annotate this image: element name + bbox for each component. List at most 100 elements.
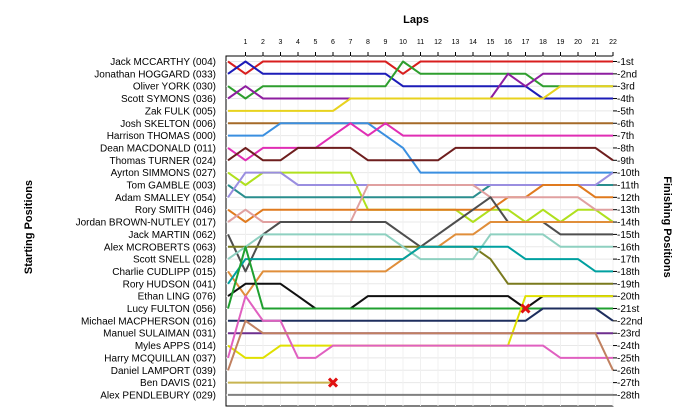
driver-label: Charlie CUDLIPP (015) [112, 267, 216, 278]
series-lines [227, 60, 614, 396]
series-line [228, 85, 613, 112]
finish-position-label: -27th [617, 378, 640, 389]
driver-label: Josh SKELTON (006) [120, 119, 216, 130]
lap-tick-label: 13 [452, 39, 460, 46]
driver-label: Jack MCCARTHY (004) [110, 57, 216, 68]
lap-tick-label: 15 [487, 39, 495, 46]
finish-position-label: -15th [617, 230, 640, 241]
retirement-marker [520, 303, 531, 314]
y-axis-title-right: Finishing Positions [661, 176, 673, 277]
lap-tick-label: 11 [417, 39, 424, 46]
finish-position-label: -10th [617, 168, 640, 179]
series-line [227, 295, 613, 359]
driver-label: Alex PENDLEBURY (029) [100, 390, 216, 401]
series-line [228, 307, 614, 322]
series-line [227, 319, 614, 371]
driver-label: Scott SYMONS (036) [121, 94, 216, 105]
driver-label: Ben DAVIS (021) [140, 378, 216, 389]
driver-label: Scott SNELL (028) [133, 255, 216, 266]
lap-tick-label: 10 [399, 39, 407, 46]
series-line [227, 122, 613, 162]
finish-position-label: -13th [617, 205, 640, 216]
driver-label: Alex MCROBERTS (063) [104, 242, 216, 253]
driver-label: Jonathan HOGGARD (033) [94, 69, 216, 80]
lap-tick-label: 16 [504, 39, 512, 46]
driver-label: Ethan LING (076) [138, 292, 216, 303]
lap-tick-label: 1 [244, 39, 248, 46]
series-line [227, 146, 614, 162]
finish-position-label: -9th [617, 156, 634, 167]
driver-label: Rory SMITH (046) [135, 205, 216, 216]
driver-label: Oliver YORK (030) [133, 82, 216, 93]
finish-labels: -1st-2nd -3rd-4th-5th -6th-7th-8th -9th-10t… [613, 57, 643, 401]
lap-tick-label: 22 [609, 39, 617, 46]
driver-label: Jack MARTIN (062) [128, 230, 216, 241]
driver-label: Adam SMALLEY (054) [115, 193, 216, 204]
driver-label: Harrison THOMAS (000) [107, 131, 216, 142]
series-line [227, 60, 613, 100]
lap-tick-label: 4 [296, 39, 300, 46]
lap-tick-label: 9 [384, 39, 388, 46]
finish-position-label: -1st [617, 57, 634, 68]
driver-label: Daniel LAMPORT (039) [111, 366, 216, 377]
lap-tick-label: 14 [469, 39, 477, 46]
driver-label: Zak FULK (005) [145, 106, 216, 117]
driver-label: Thomas TURNER (024) [109, 156, 216, 167]
finish-position-label: -25th [617, 353, 640, 364]
finish-position-label: -2nd [617, 69, 637, 80]
driver-label: Myles APPS (014) [135, 341, 216, 352]
finish-position-label: -20th [617, 292, 640, 303]
lap-tick-label: 2 [261, 39, 265, 46]
series-line [227, 60, 613, 100]
finish-position-label: -18th [617, 267, 640, 278]
lap-tick-label: 5 [314, 39, 318, 46]
series-line [227, 184, 613, 223]
finish-position-label: -4th [617, 94, 634, 105]
lap-tick-label: 20 [574, 39, 582, 46]
series-line [227, 60, 613, 75]
lap-labels: 1 2 3 4 5 6 7 8 9 10 11 12 13 14 15 16 17 18 19 20 21 22 [244, 39, 617, 56]
lap-tick-label: 17 [522, 39, 530, 46]
driver-label: Tom GAMBLE (003) [127, 181, 216, 192]
driver-label: Michael MACPHERSON (016) [81, 316, 216, 327]
driver-label: Lucy FULTON (056) [127, 304, 216, 315]
finish-position-label: -24th [617, 341, 640, 352]
finish-position-label: -14th [617, 218, 640, 229]
finish-position-label: -3rd [617, 82, 635, 93]
lap-tick-label: 21 [592, 39, 600, 46]
finish-position-label: -11th [617, 181, 639, 192]
finish-position-label: -26th [617, 366, 640, 377]
driver-label: Jordan BROWN-NUTLEY (017) [76, 218, 216, 229]
driver-label: Ayrton SIMMONS (027) [111, 168, 216, 179]
driver-labels: Jack MCCARTHY (004)Jonathan HOGGARD (033… [76, 57, 216, 401]
y-axis-title-left: Starting Positions [23, 180, 35, 274]
x-axis-title: Laps [403, 14, 429, 26]
lap-tick-label: 6 [331, 39, 335, 46]
lap-tick-label: 7 [349, 39, 353, 46]
finish-position-label: -28th [617, 390, 640, 401]
lap-tick-label: 19 [557, 39, 565, 46]
finish-position-label: -7th [617, 131, 634, 142]
finish-position-label: -22nd [617, 316, 643, 327]
finish-position-label: -6th [617, 119, 634, 130]
retirement-marker [327, 377, 339, 388]
retirement-markers [327, 303, 531, 388]
finish-position-label: -19th [617, 279, 640, 290]
driver-label: Harry MCQUILLAN (037) [104, 353, 216, 364]
lap-tick-label: 3 [279, 39, 283, 46]
plot-area [225, 55, 614, 407]
lap-tick-label: 18 [539, 39, 547, 46]
driver-label: Rory HUDSON (041) [123, 279, 216, 290]
driver-label: Manuel SULAIMAN (031) [103, 329, 216, 340]
series-line [228, 122, 613, 174]
driver-label: Dean MACDONALD (011) [100, 143, 216, 154]
finish-position-label: -8th [617, 143, 634, 154]
finish-position-label: -21st [617, 304, 639, 315]
lap-tick-label: 8 [366, 39, 370, 46]
finish-position-label: -16th [617, 242, 640, 253]
finish-position-label: -17th [617, 255, 640, 266]
finish-position-label: -12th [617, 193, 640, 204]
finish-position-label: -5th [617, 106, 634, 117]
lap-tick-label: 12 [434, 39, 442, 46]
